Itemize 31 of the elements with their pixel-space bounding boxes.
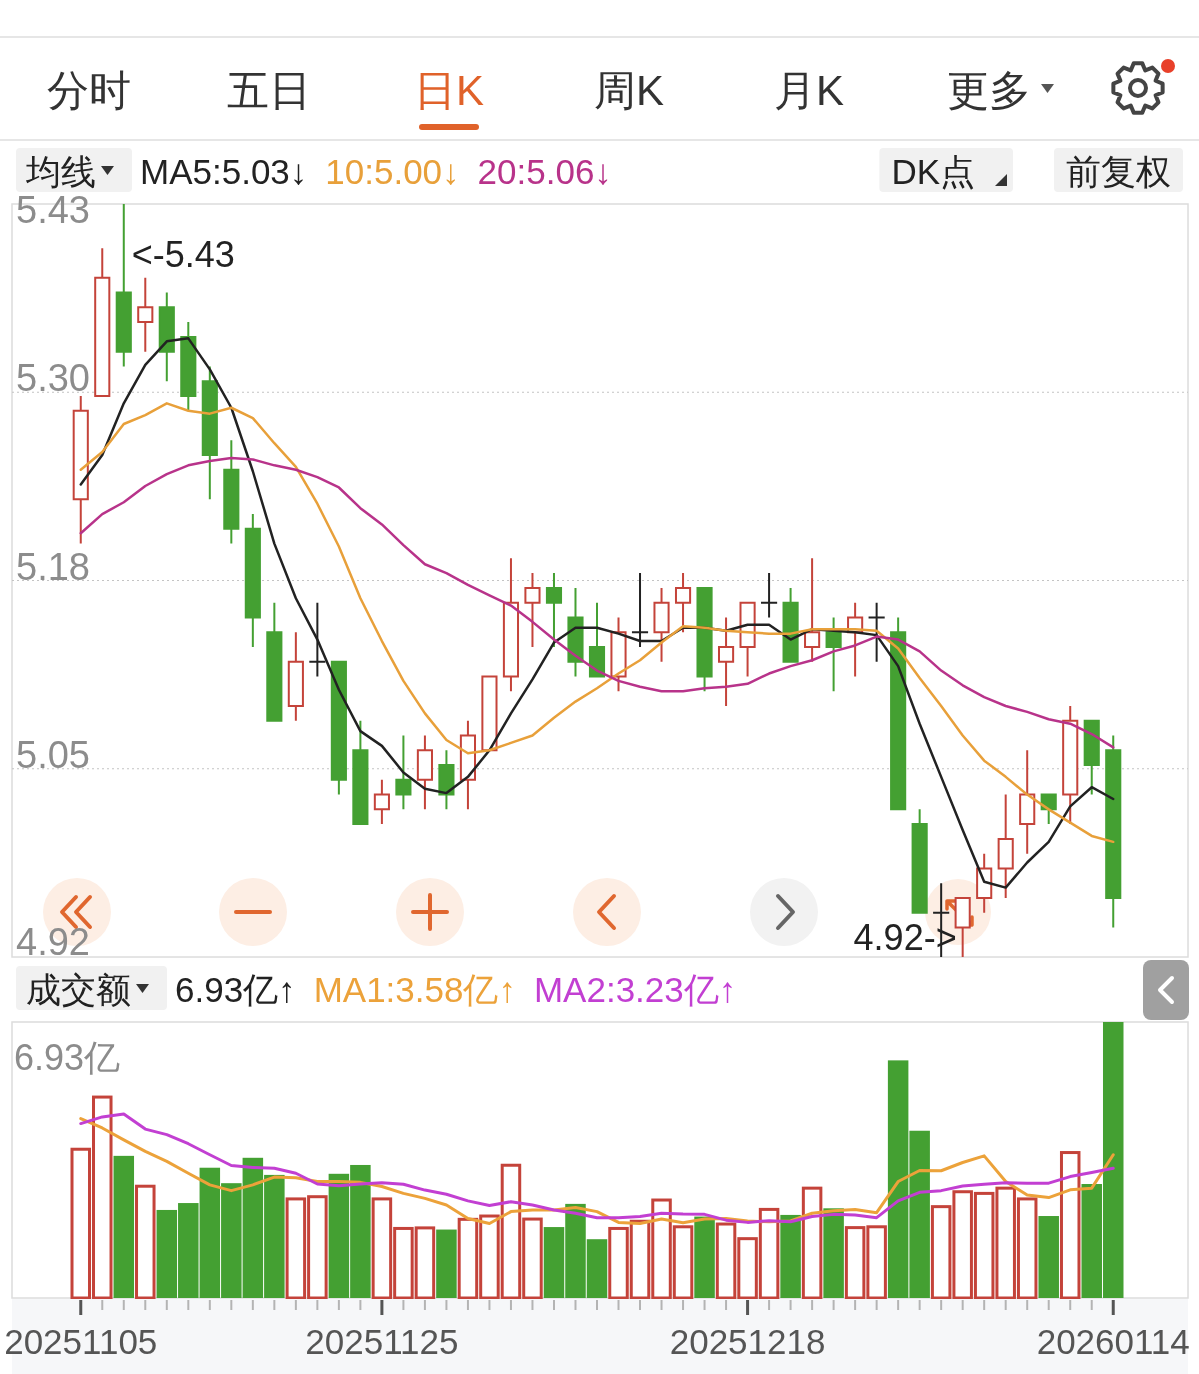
bar: [113, 1155, 135, 1298]
bar: [694, 1216, 715, 1298]
y-tick-label: 5.43: [16, 189, 90, 231]
x-tick-label: 20260114: [1036, 1322, 1190, 1361]
text: MA2:3.23亿↑: [533, 970, 737, 1009]
bar: [1038, 1216, 1059, 1298]
x-tick-label: 20251218: [669, 1322, 826, 1361]
bar: [823, 1208, 844, 1298]
text: 20:5.06↓: [477, 152, 612, 191]
x-tick-label: 20251105: [4, 1322, 158, 1361]
text: 10:5.00↓: [325, 152, 460, 191]
category-label: 分时: [47, 67, 131, 114]
category-label: 日K: [413, 67, 485, 114]
text: MA5:5.03↓: [140, 152, 308, 191]
annotation: 6.93亿: [14, 1037, 121, 1078]
x-tick-label: 20251125: [305, 1322, 459, 1361]
text: MA1:3.58亿↑: [313, 970, 516, 1009]
y-tick-label: 5.30: [16, 357, 90, 400]
legend-title: 均线: [25, 152, 96, 191]
y-tick-label: 5.18: [16, 545, 90, 588]
y-tick-label: 5.05: [16, 733, 90, 776]
category-label: 五日: [227, 67, 311, 114]
category-label: 更多: [947, 67, 1031, 114]
legend-title: 成交额: [26, 970, 131, 1009]
bar: [780, 1214, 801, 1298]
bar: [436, 1229, 457, 1298]
annotation: <-5.43: [131, 234, 235, 275]
category-label: 月K: [773, 67, 845, 114]
y-tick-label: 4.92: [16, 921, 90, 963]
text: 6.93亿↑: [175, 970, 296, 1009]
category-label: 周K: [593, 67, 665, 114]
